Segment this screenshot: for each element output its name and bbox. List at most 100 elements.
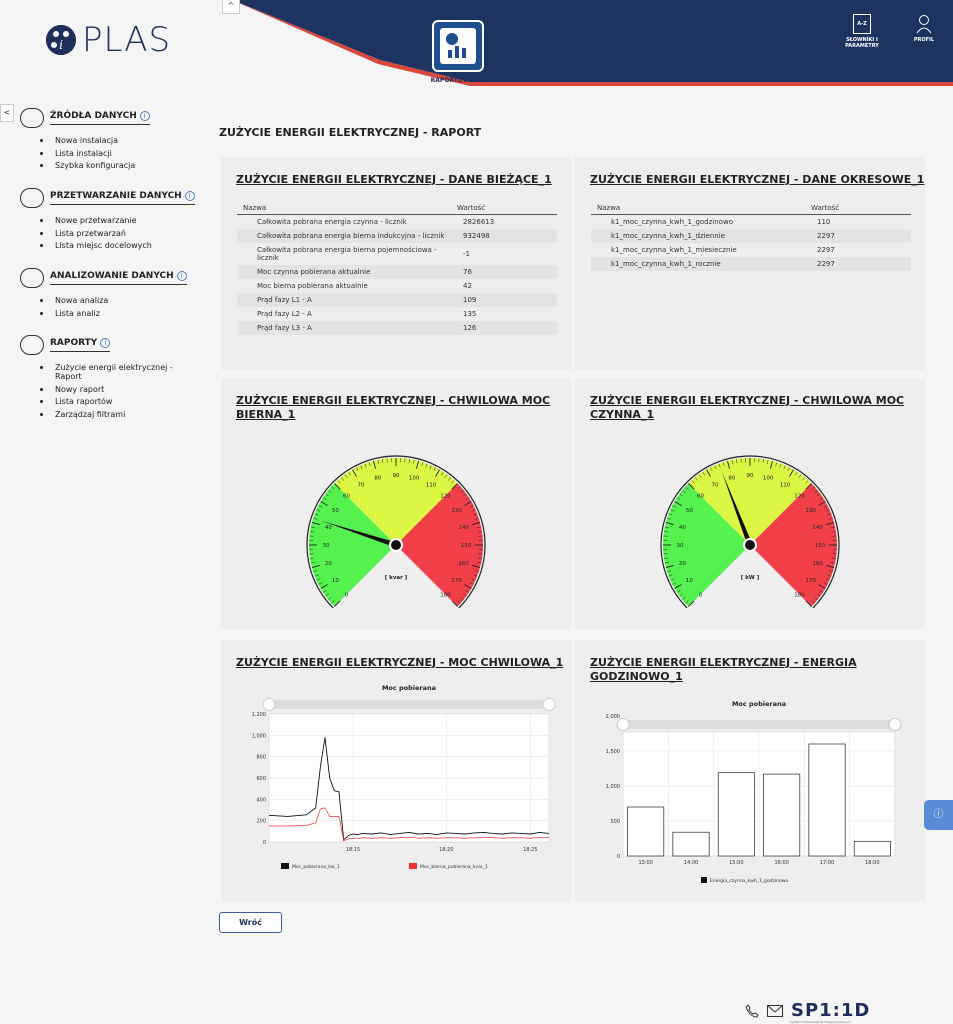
collapse-header-button[interactable]: ^ bbox=[222, 0, 240, 14]
sidebar-item-new-processing[interactable]: Nowe przetwarzanie bbox=[40, 216, 195, 225]
profile-button[interactable]: PROFIL bbox=[910, 14, 938, 43]
gauge-tick bbox=[831, 562, 836, 564]
sidebar-item-energy-report[interactable]: Zużycie energii elektrycznej - Raport bbox=[40, 363, 175, 381]
sidebar-item-installation-list[interactable]: Lista instalacji bbox=[40, 149, 150, 158]
gauge-tick-label: 90 bbox=[393, 473, 400, 479]
sidebar-item-new-report[interactable]: Nowy raport bbox=[40, 385, 215, 394]
period-data-card: ZUŻYCIE ENERGII ELEKTRYCZNEJ - DANE OKRE… bbox=[575, 157, 925, 370]
gauge-tick bbox=[667, 570, 672, 573]
sidebar-section-title[interactable]: RAPORTY i bbox=[50, 338, 111, 352]
gauge-tick-label: 80 bbox=[728, 475, 735, 481]
info-icon[interactable]: i bbox=[139, 111, 150, 121]
gauge-tick bbox=[373, 460, 376, 469]
gauge-tick bbox=[670, 578, 675, 581]
gauge-tick bbox=[814, 597, 818, 600]
y-tick-label: 600 bbox=[256, 776, 266, 782]
gauge-tick bbox=[334, 483, 341, 490]
user-profile-icon bbox=[916, 15, 932, 34]
row-value: 76 bbox=[457, 265, 557, 279]
phone-icon[interactable] bbox=[745, 1003, 759, 1018]
sidebar-item-analysis-list[interactable]: Lista analiz bbox=[40, 309, 187, 318]
gauge-tick bbox=[831, 526, 836, 528]
gauge-tick bbox=[413, 459, 415, 464]
gauge-tick bbox=[460, 490, 464, 493]
gauge-tick bbox=[337, 480, 341, 484]
report-tile-button[interactable] bbox=[432, 20, 484, 72]
sidebar-section-reports: RAPORTY i Zużycie energii elektrycznej - … bbox=[20, 335, 215, 422]
gauge-tick bbox=[472, 522, 481, 525]
gauge-tick bbox=[477, 531, 482, 533]
row-name: Całkowita pobrana energia bierna pojemno… bbox=[257, 246, 437, 262]
period-data-title: ZUŻYCIE ENERGII ELEKTRYCZNEJ - DANE OKRE… bbox=[590, 173, 925, 186]
gauge-tick bbox=[702, 471, 706, 476]
sidebar-item-report-list[interactable]: Lista raportów bbox=[40, 397, 215, 406]
gauge-tick-label: 50 bbox=[686, 508, 693, 514]
brand-subtitle: System Przetwarzania Integracji Danych bbox=[790, 1020, 851, 1024]
gauge-tick-label: 30 bbox=[677, 543, 684, 549]
table-row: Prąd fazy L1 - A 109 bbox=[237, 293, 557, 307]
gauge-tick bbox=[440, 471, 444, 476]
gauge-tick bbox=[473, 513, 478, 516]
gauge-tick bbox=[818, 584, 826, 589]
app-logo[interactable]: i PLAS bbox=[46, 20, 171, 60]
gauge-tick-label: 150 bbox=[815, 543, 826, 549]
gauge-tick bbox=[665, 522, 674, 525]
gauge-tick bbox=[823, 505, 828, 508]
table-row: k1_moc_czynna_kwh_1_dziennie 2297 bbox=[591, 229, 911, 243]
gauge-tick-label: 20 bbox=[679, 561, 686, 567]
bar-15:00 bbox=[717, 772, 755, 857]
info-icon[interactable]: i bbox=[184, 191, 195, 201]
info-icon[interactable]: i bbox=[100, 338, 111, 348]
sidebar-section-title[interactable]: ŹRÓDŁA DANYCH i bbox=[50, 111, 150, 125]
sidebar-section-title[interactable]: ANALIZOWANIE DANYCH i bbox=[50, 271, 187, 285]
gauge-tick bbox=[457, 486, 461, 490]
sidebar-item-destination-list[interactable]: Lista miejsc docelowych bbox=[40, 241, 195, 250]
sidebar-item-manage-filters[interactable]: Zarządzaj filtrami bbox=[40, 410, 215, 419]
gauge-tick-label: 140 bbox=[812, 525, 823, 531]
mail-icon[interactable] bbox=[767, 1004, 783, 1017]
bar-18:00 bbox=[853, 840, 891, 857]
sidebar-item-new-analysis[interactable]: Nowa analiza bbox=[40, 296, 187, 305]
table-row: Całkowita pobrana energia bierna indukcy… bbox=[237, 229, 557, 243]
gauge-tick bbox=[674, 501, 682, 506]
legend-swatch bbox=[701, 877, 707, 883]
row-name: Moc bierna pobierana aktualnie bbox=[257, 282, 368, 290]
sidebar-section-title-text: ŹRÓDŁA DANYCH bbox=[50, 111, 137, 121]
sidebar-item-processing-list[interactable]: Lista przetwarzań bbox=[40, 229, 195, 238]
sidebar-item-new-installation[interactable]: Nowa instalacja bbox=[40, 136, 150, 145]
back-button[interactable]: Wróć bbox=[219, 912, 282, 933]
gauge-outer-ring bbox=[306, 455, 486, 609]
sidebar-section-title[interactable]: PRZETWARZANIE DANYCH i bbox=[50, 191, 195, 205]
gauge-tick bbox=[311, 522, 320, 525]
floating-info-icon[interactable]: ⓘ bbox=[924, 800, 953, 830]
x-tick-label: 18:00 bbox=[865, 860, 879, 866]
gauge-hub bbox=[745, 540, 755, 550]
gauge-tick bbox=[310, 562, 315, 564]
gauge-tick bbox=[433, 467, 436, 472]
sidebar-item-quick-config[interactable]: Szybka konfiguracja bbox=[40, 161, 150, 170]
analysis-gear-icon bbox=[20, 268, 44, 288]
legend-label-1: Moc_bierna_pobierana_kvar_1 bbox=[420, 864, 488, 870]
gauge-tick bbox=[416, 460, 419, 469]
gauge-tick-label: 30 bbox=[323, 543, 330, 549]
x-tick-label: 17:00 bbox=[820, 860, 834, 866]
info-icon[interactable]: i bbox=[176, 271, 187, 281]
dictionaries-button[interactable]: A-Z SŁOWNIKI I PARAMETRY bbox=[842, 14, 882, 49]
gauge-unit-label: [ kW ] bbox=[741, 575, 760, 581]
gauge-tick bbox=[322, 589, 327, 593]
gauge-tick bbox=[688, 600, 695, 607]
row-name: k1_moc_czynna_kwh_1_godzinowo bbox=[611, 218, 733, 226]
power-line-chart-card: ZUŻYCIE ENERGII ELEKTRYCZNEJ - MOC CHWIL… bbox=[221, 640, 571, 902]
gauge-outer-ring bbox=[660, 455, 840, 609]
sidebar-toggle-button[interactable]: < bbox=[0, 104, 14, 122]
row-value: 2297 bbox=[817, 246, 835, 254]
sidebar-section-sources: ŹRÓDŁA DANYCH i Nowa instalacja Lista ins… bbox=[20, 108, 150, 174]
current-data-title: ZUŻYCIE ENERGII ELEKTRYCZNEJ - DANE BIEŻ… bbox=[236, 173, 552, 186]
gauge-tick bbox=[316, 578, 321, 581]
bar-17:00 bbox=[808, 743, 846, 857]
x-tick-label: 13:00 bbox=[638, 860, 652, 866]
dictionaries-label-2: PARAMETRY bbox=[845, 43, 879, 49]
gauge-tick bbox=[457, 600, 461, 604]
sidebar-section-title-text: ANALIZOWANIE DANYCH bbox=[50, 271, 174, 281]
gauge-tick-label: 160 bbox=[812, 561, 823, 567]
